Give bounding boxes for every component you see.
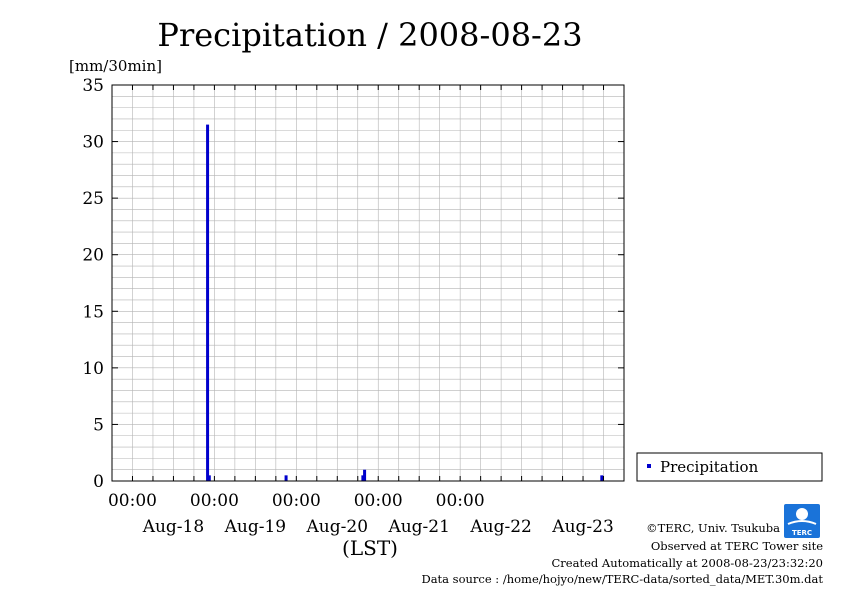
y-axis-unit: [mm/30min] — [69, 57, 162, 75]
source-text: Data source : /home/hojyo/new/TERC-data/… — [421, 572, 823, 586]
axes: 0 5 10 15 20 25 30 35 00:00 00:00 00:00 00:00 00:00 A… — [82, 76, 625, 537]
legend-box — [636, 452, 823, 482]
precipitation-bar — [284, 475, 288, 481]
logo-text: TERC — [792, 529, 812, 537]
x-time-label: 00:00 — [190, 491, 239, 511]
logo-wave — [787, 520, 817, 525]
x-time-label: 00:00 — [272, 491, 321, 511]
legend: Precipitation — [636, 452, 823, 482]
y-tick-label: 15 — [82, 302, 104, 322]
y-tick-label: 5 — [93, 415, 104, 435]
grid-lines — [112, 85, 624, 481]
y-tick-label: 25 — [82, 189, 104, 209]
x-time-label: 00:00 — [354, 491, 403, 511]
y-tick-label: 0 — [93, 472, 104, 492]
x-time-label: 00:00 — [108, 491, 157, 511]
x-date-label: Aug-23 — [551, 517, 613, 537]
terc-logo: TERC — [784, 504, 820, 538]
precipitation-bar — [363, 469, 367, 481]
y-tick-label: 20 — [82, 246, 104, 266]
precipitation-bar — [206, 124, 210, 481]
x-date-label: Aug-22 — [469, 517, 531, 537]
x-axis-label: (LST) — [342, 536, 398, 560]
legend-swatch — [647, 464, 651, 468]
plot-frame — [111, 84, 625, 482]
copyright-text: ©TERC, Univ. Tsukuba — [646, 521, 780, 535]
legend-label: Precipitation — [660, 458, 759, 476]
x-date-label: Aug-19 — [224, 517, 286, 537]
precipitation-bar — [207, 475, 211, 481]
site-text: Observed at TERC Tower site — [651, 539, 823, 553]
chart-title: Precipitation / 2008-08-23 — [157, 16, 582, 54]
bars — [206, 124, 604, 481]
y-tick-label: 35 — [82, 76, 104, 96]
created-text: Created Automatically at 2008-08-23/23:3… — [552, 556, 824, 570]
precipitation-bar — [600, 475, 604, 481]
y-tick-label: 10 — [82, 359, 104, 379]
x-date-label: Aug-20 — [306, 517, 368, 537]
x-time-label: 00:00 — [436, 491, 485, 511]
x-date-label: Aug-21 — [387, 517, 449, 537]
logo-drop — [796, 508, 808, 520]
x-date-label: Aug-18 — [142, 517, 204, 537]
precipitation-bar — [361, 475, 365, 481]
y-tick-label: 30 — [82, 133, 104, 153]
